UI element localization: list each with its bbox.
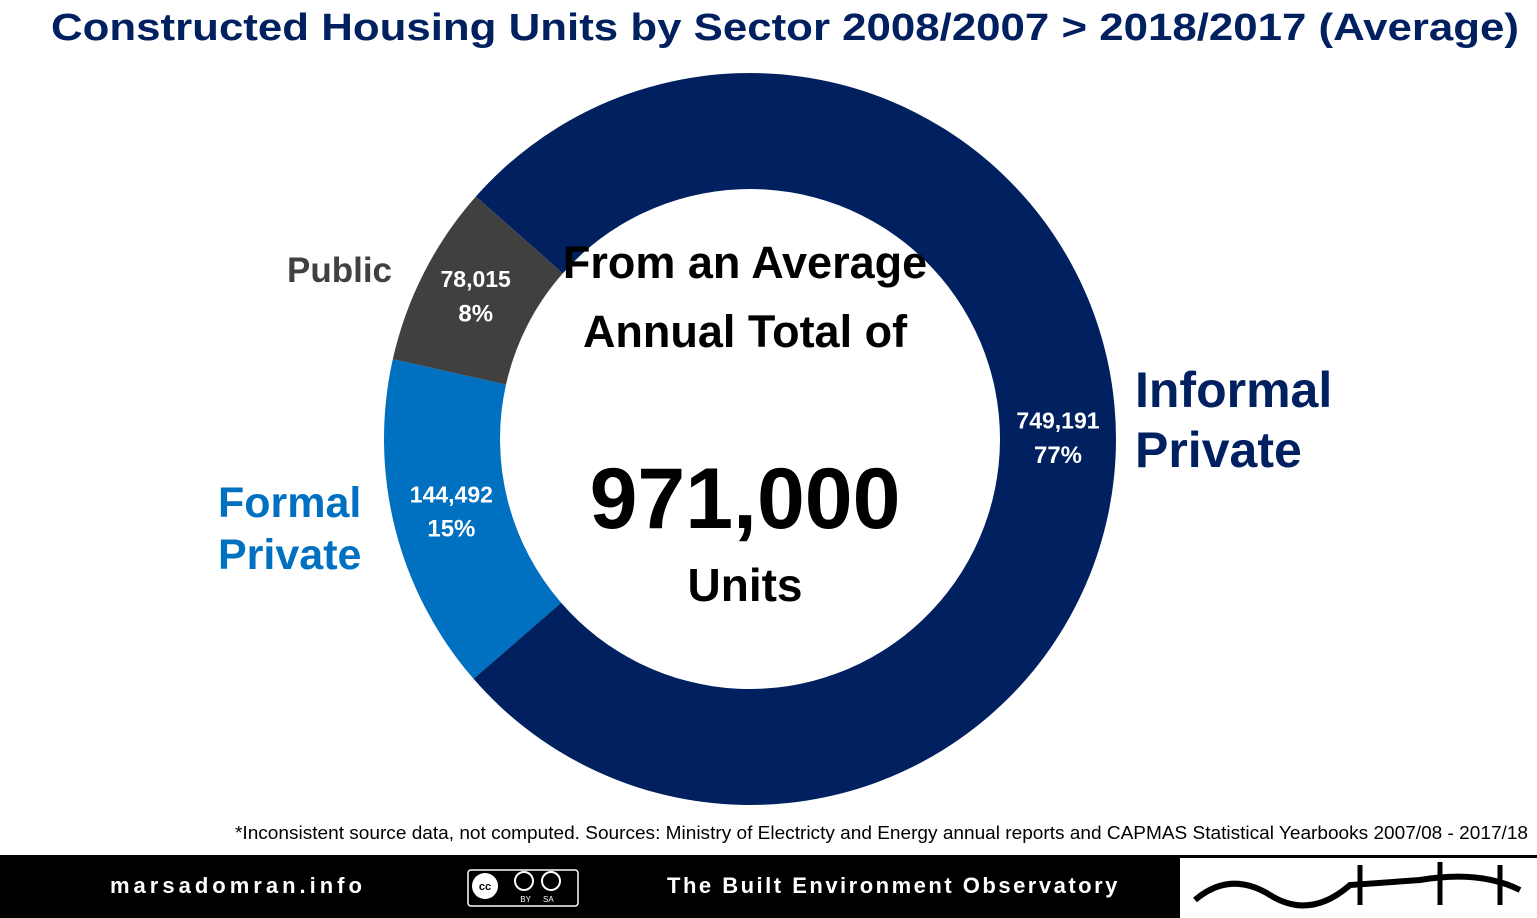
license: BY SA: [520, 895, 554, 904]
value-label: 78,015: [441, 266, 512, 292]
svg-text:cc: cc: [479, 881, 491, 893]
center-unit: Units: [687, 559, 803, 611]
donut-segment: [473, 73, 1117, 806]
percent-label: 8%: [458, 300, 493, 327]
footnote: *Inconsistent source data, not computed.…: [235, 823, 1528, 843]
donut-segment: [383, 359, 562, 679]
value-label: 749,191: [1016, 408, 1099, 434]
percent-label: 15%: [427, 516, 475, 543]
center-total: 971,000: [589, 451, 901, 547]
category-label: Formal Private: [218, 479, 362, 579]
logo: [1180, 858, 1537, 918]
donut: 749,191 77% 144,492 15% 78,015 8%: [383, 73, 1117, 806]
donut-segment: [392, 196, 563, 385]
center-text: From an Average Annual Total of: [562, 237, 928, 357]
category-label: Informal Private: [1135, 362, 1333, 478]
footer-site: marsadomran.info: [110, 873, 366, 898]
value-label: 144,492: [410, 481, 493, 507]
category-label: Public: [287, 251, 393, 290]
cc-badge: cc BY SA: [467, 869, 579, 907]
percent-label: 77%: [1034, 442, 1082, 469]
chart-title: Constructed Housing Units by Sector 2008…: [51, 7, 1519, 49]
footer-org: The Built Environment Observatory: [667, 873, 1120, 898]
